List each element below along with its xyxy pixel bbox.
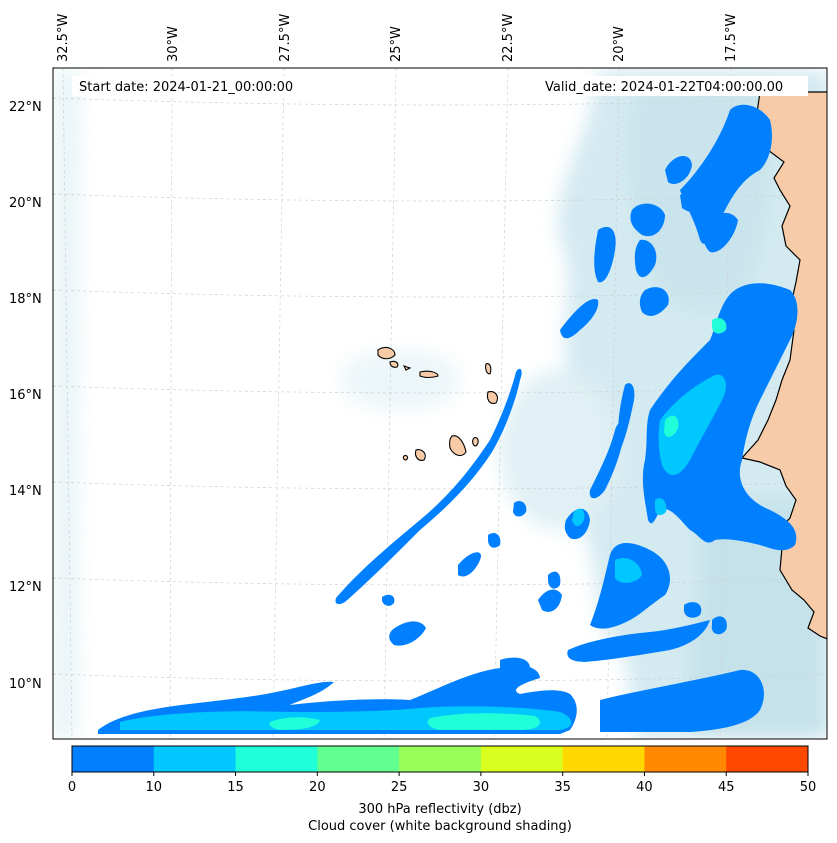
mid-blob-l	[513, 501, 527, 517]
south-blob-u	[684, 602, 702, 618]
colorbar-tick-label: 40	[636, 780, 653, 795]
lat-label-12n: 12°N	[9, 580, 42, 595]
south-blob-o	[538, 589, 562, 612]
band-southwest-core-a	[269, 717, 320, 730]
north-blob-b	[665, 155, 692, 185]
north-strip-e	[594, 226, 616, 283]
colorbar-label-reflectivity: 300 hPa reflectivity (dbz)	[358, 802, 521, 817]
map-panel[interactable]: Start date: 2024-01-21_00:00:00 Valid_da…	[53, 68, 830, 739]
cape-verde-islands	[377, 346, 498, 461]
colorbar-cells	[72, 746, 809, 772]
colorbar-cell-4	[399, 746, 482, 772]
colorbar-cell-6	[562, 746, 645, 772]
south-inner-a	[615, 558, 642, 583]
colorbar-tick-label: 30	[473, 780, 490, 795]
colorbar-cell-5	[480, 746, 564, 772]
lat-label-10n: 10°N	[9, 677, 42, 692]
lon-label-17-5w: 17.5°W	[724, 14, 739, 62]
cloud-patch-islands	[340, 350, 460, 410]
lat-label-20n: 20°N	[9, 196, 42, 211]
colorbar-tick-label: 0	[68, 780, 76, 795]
colorbar-tick-label: 10	[146, 780, 163, 795]
lat-label-14n: 14°N	[9, 484, 42, 499]
lon-label-22-5w: 22.5°W	[501, 14, 516, 62]
south-blob-p	[548, 571, 561, 589]
north-blob-d	[703, 212, 738, 253]
island-sao-vicente	[389, 360, 399, 368]
mid-blob-m	[488, 533, 501, 548]
east-core-b	[712, 318, 727, 334]
island-boa-vista	[486, 391, 498, 404]
land-africa	[740, 91, 827, 640]
north-blob-c	[680, 193, 704, 213]
longitude-labels: 32.5°W 30°W 27.5°W 25°W 22.5°W 20°W 17.5…	[56, 14, 739, 62]
colorbar-cell-7	[644, 746, 727, 772]
colorbar-tick-label: 45	[718, 780, 735, 795]
latitude-labels: 22°N 20°N 18°N 16°N 14°N 12°N 10°N	[9, 100, 42, 692]
mid-strip-h	[560, 299, 599, 339]
south-inner-b	[654, 498, 667, 516]
colorbar-label-cloud-cover: Cloud cover (white background shading)	[308, 819, 572, 834]
cloud-region-west	[53, 70, 80, 739]
east-core	[664, 415, 679, 437]
colorbar-tick-label: 35	[554, 780, 571, 795]
valid-date-label: Valid_date: 2024-01-22T04:00:00.00	[545, 80, 783, 95]
east-cluster	[642, 283, 798, 551]
lon-label-20w: 20°W	[612, 26, 627, 62]
island-fogo	[414, 449, 426, 461]
colorbar-frame	[71, 745, 809, 773]
start-date-box: Start date: 2024-01-21_00:00:00	[72, 76, 316, 96]
lon-label-27-5w: 27.5°W	[278, 14, 293, 62]
map-frame	[52, 67, 828, 740]
south-blob-w	[500, 657, 530, 674]
colorbar-tick-label: 50	[800, 780, 817, 795]
south-band-n	[590, 543, 670, 629]
mid-strip-j	[617, 383, 635, 450]
island-sao-nicolau	[419, 370, 439, 379]
lat-label-18n: 18°N	[9, 292, 42, 307]
colorbar-ticks: 0 10 15 20 25 30 35 40 45 50	[68, 772, 816, 795]
island-brava	[402, 454, 409, 461]
reflectivity-15-20-dbz	[269, 318, 727, 730]
island-santo-antao	[377, 346, 396, 360]
colorbar-tick-label: 25	[391, 780, 408, 795]
island-sal	[485, 363, 492, 375]
south-blob-v	[711, 616, 727, 635]
coastline-africa	[740, 91, 827, 640]
lon-label-25w: 25°W	[389, 26, 404, 62]
colorbar-tick-label: 15	[227, 780, 244, 795]
lon-label-30w: 30°W	[166, 26, 181, 62]
north-strip	[680, 104, 772, 244]
north-blob-a	[630, 203, 665, 237]
colorbar: 0 10 15 20 25 30 35 40 45 50 300 hPa reflectivity…	[68, 745, 816, 834]
colorbar-cell-2	[235, 746, 318, 772]
north-strip-g	[639, 287, 669, 316]
south-blob-r	[389, 621, 426, 646]
lat-label-16n: 16°N	[9, 388, 42, 403]
colorbar-tick-label: 20	[309, 780, 326, 795]
start-date-label: Start date: 2024-01-21_00:00:00	[79, 80, 293, 95]
island-santiago	[449, 435, 467, 457]
colorbar-cell-1	[153, 746, 237, 772]
diagonal-band	[335, 368, 522, 605]
lat-label-22n: 22°N	[9, 100, 42, 115]
north-strip-f	[634, 239, 657, 278]
lon-label-32-5w: 32.5°W	[56, 14, 71, 62]
colorbar-cell-8	[726, 746, 809, 772]
island-maio	[472, 437, 479, 447]
island-santa-luzia	[402, 365, 412, 371]
south-band-t	[567, 620, 710, 662]
east-inner	[658, 374, 726, 476]
colorbar-cell-3	[317, 746, 400, 772]
mid-inner-a	[572, 508, 585, 526]
colorbar-cell-0	[72, 746, 155, 772]
south-blob-s	[382, 594, 395, 606]
mid-strip-i	[589, 422, 625, 499]
south-east-band	[600, 669, 764, 732]
south-blob-q	[458, 552, 481, 577]
band-southwest-core-b	[427, 713, 540, 730]
valid-date-box: Valid_date: 2024-01-22T04:00:00.00	[538, 76, 808, 96]
